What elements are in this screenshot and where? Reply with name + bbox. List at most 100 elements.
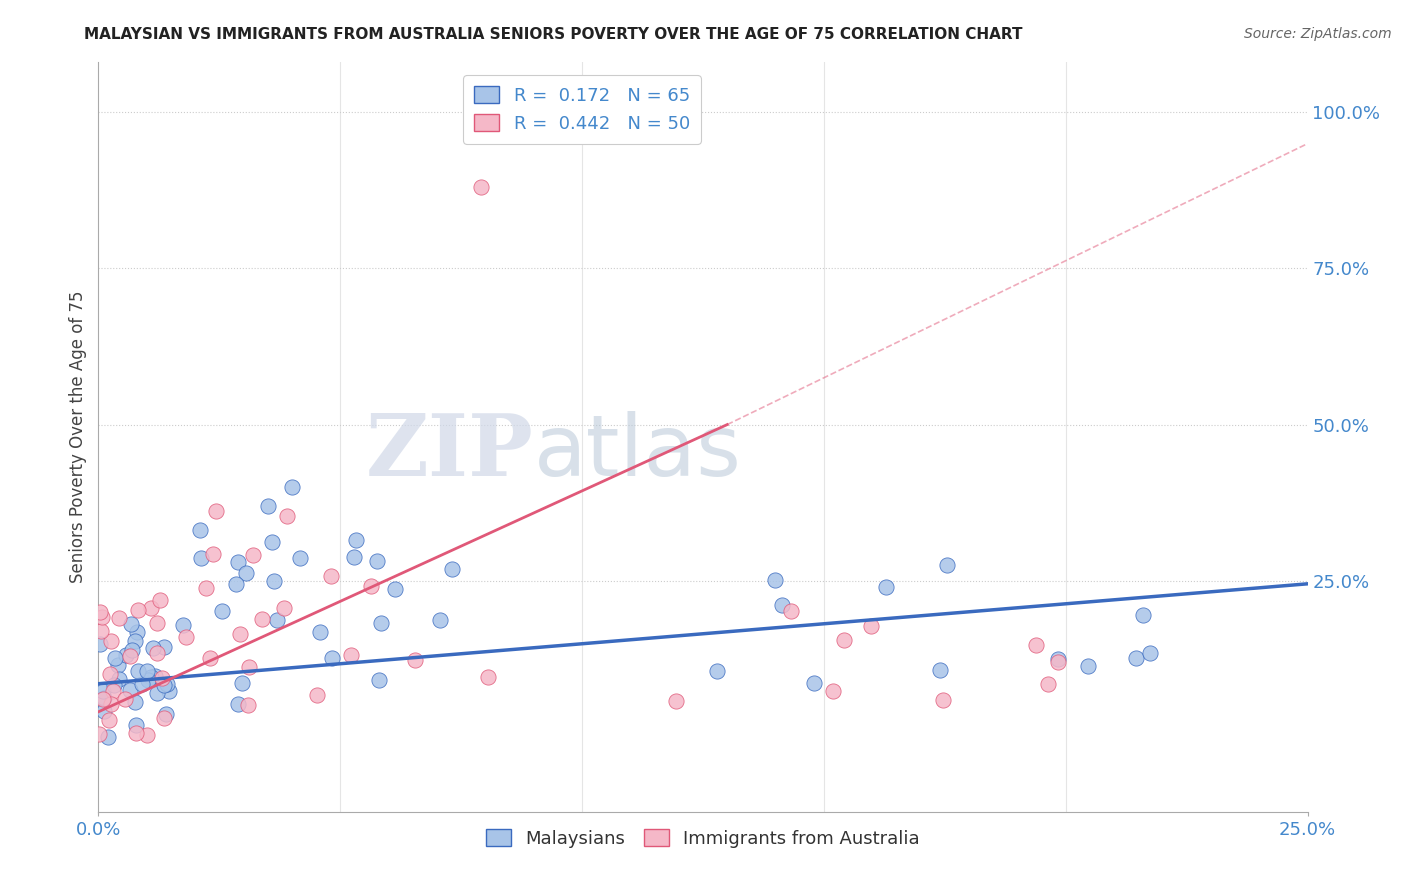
Point <box>135 728 157 742</box>
Point <box>125 718 148 732</box>
Point <box>121 643 143 657</box>
Point <box>146 646 169 660</box>
Point <box>201 547 224 561</box>
Point <box>429 613 451 627</box>
Point <box>404 653 426 667</box>
Point <box>153 711 176 725</box>
Point <box>823 683 845 698</box>
Point <box>103 678 125 692</box>
Point <box>101 684 124 698</box>
Point <box>832 633 855 648</box>
Point <box>1076 658 1098 673</box>
Point <box>477 670 499 684</box>
Point <box>149 593 172 607</box>
Point <box>238 660 260 674</box>
Point <box>211 604 233 618</box>
Point <box>932 693 955 707</box>
Point <box>143 668 166 682</box>
Point <box>127 665 149 679</box>
Point <box>273 601 295 615</box>
Point <box>127 602 149 616</box>
Point <box>1025 638 1047 652</box>
Point <box>145 686 167 700</box>
Point <box>90 610 112 624</box>
Point <box>231 676 253 690</box>
Point <box>803 675 825 690</box>
Point <box>470 180 492 194</box>
Point <box>108 673 131 687</box>
Point <box>107 658 129 673</box>
Point <box>1036 677 1059 691</box>
Point <box>172 618 194 632</box>
Point <box>307 688 329 702</box>
Point <box>343 549 366 564</box>
Point <box>368 673 391 687</box>
Point <box>706 664 728 678</box>
Point <box>194 581 217 595</box>
Point <box>344 533 367 547</box>
Point <box>131 677 153 691</box>
Point <box>139 670 162 684</box>
Point <box>115 648 138 662</box>
Point <box>250 612 273 626</box>
Point <box>256 499 278 513</box>
Point <box>236 698 259 712</box>
Point <box>308 624 330 639</box>
Point <box>366 554 388 568</box>
Point <box>1046 652 1069 666</box>
Legend: Malaysians, Immigrants from Australia: Malaysians, Immigrants from Australia <box>479 822 927 855</box>
Point <box>226 697 249 711</box>
Point <box>120 683 142 698</box>
Point <box>770 598 793 612</box>
Point <box>176 630 198 644</box>
Point <box>150 671 173 685</box>
Point <box>384 582 406 596</box>
Point <box>936 558 959 572</box>
Point <box>120 616 142 631</box>
Point <box>266 613 288 627</box>
Point <box>441 562 464 576</box>
Text: ZIP: ZIP <box>366 410 534 494</box>
Point <box>859 619 882 633</box>
Point <box>98 666 121 681</box>
Point <box>155 707 177 722</box>
Point <box>114 692 136 706</box>
Point <box>120 648 142 663</box>
Point <box>108 611 131 625</box>
Point <box>136 673 159 688</box>
Point <box>225 577 247 591</box>
Point <box>93 690 115 705</box>
Point <box>763 573 786 587</box>
Point <box>1139 646 1161 660</box>
Point <box>263 574 285 589</box>
Point <box>125 725 148 739</box>
Point <box>157 684 180 698</box>
Point <box>260 535 283 549</box>
Point <box>93 704 115 718</box>
Point <box>124 695 146 709</box>
Point <box>875 580 897 594</box>
Point <box>229 627 252 641</box>
Point <box>97 730 120 744</box>
Point <box>153 640 176 654</box>
Point <box>190 550 212 565</box>
Point <box>235 566 257 580</box>
Point <box>127 625 149 640</box>
Point <box>104 650 127 665</box>
Point <box>281 480 304 494</box>
Point <box>370 615 392 630</box>
Point <box>1047 655 1070 669</box>
Point <box>288 550 311 565</box>
Point <box>100 697 122 711</box>
Point <box>665 694 688 708</box>
Text: Source: ZipAtlas.com: Source: ZipAtlas.com <box>1244 27 1392 41</box>
Point <box>340 648 363 663</box>
Point <box>226 555 249 569</box>
Point <box>136 665 159 679</box>
Point <box>89 605 111 619</box>
Point <box>100 634 122 648</box>
Text: atlas: atlas <box>534 410 742 493</box>
Point <box>276 509 298 524</box>
Point <box>98 713 121 727</box>
Point <box>87 726 110 740</box>
